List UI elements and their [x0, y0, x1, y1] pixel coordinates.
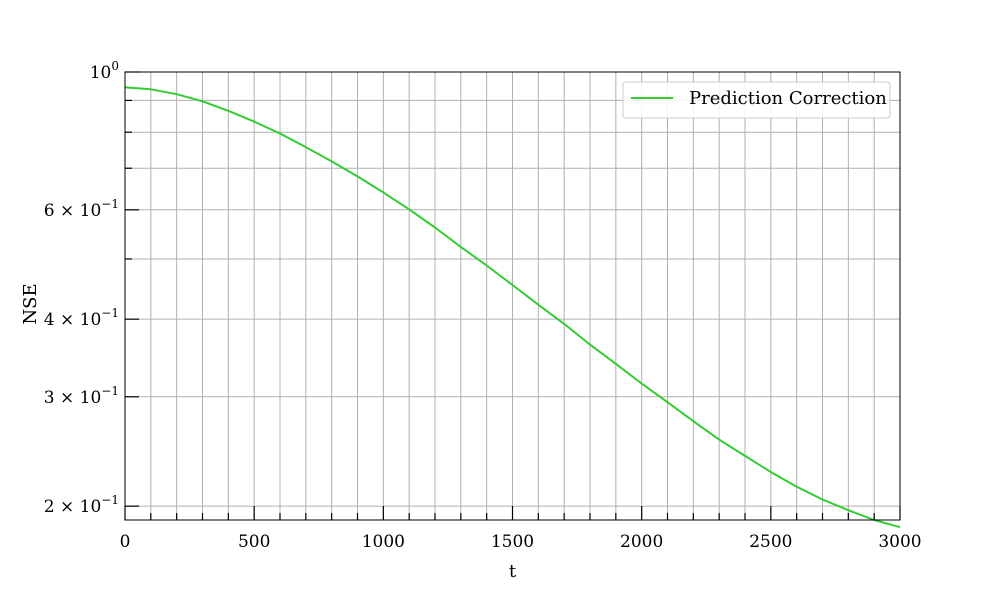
- grid: [124, 71, 901, 520]
- tick-labels: 0 500 1000 1500 2000 2500 3000 100 6 × 10−1 4 × 1…: [44, 59, 922, 552]
- ticks: [124, 71, 901, 520]
- y-tick-label: 100: [90, 59, 119, 83]
- legend-box: [622, 81, 891, 119]
- y-tick-label: 2 × 10−1: [44, 493, 119, 517]
- series-layer: [124, 86, 901, 529]
- x-tick-label: 0: [120, 532, 131, 552]
- legend-label: Prediction Correction: [689, 88, 887, 109]
- y-tick-label: 4 × 10−1: [44, 306, 119, 330]
- legend: Prediction Correction: [622, 81, 891, 119]
- x-tick-label: 1000: [362, 532, 405, 552]
- x-tick-label: 2000: [620, 532, 663, 552]
- x-tick-label: 2500: [749, 532, 792, 552]
- y-tick-label: 6 × 10−1: [44, 197, 119, 221]
- x-tick-label: 500: [238, 532, 270, 552]
- series-line: [124, 86, 901, 529]
- x-tick-label: 3000: [878, 532, 921, 552]
- y-tick-label: 3 × 10−1: [44, 384, 119, 408]
- x-tick-label: 1500: [491, 532, 534, 552]
- x-axis-title: t: [509, 561, 517, 582]
- y-axis-title: NSE: [20, 283, 41, 324]
